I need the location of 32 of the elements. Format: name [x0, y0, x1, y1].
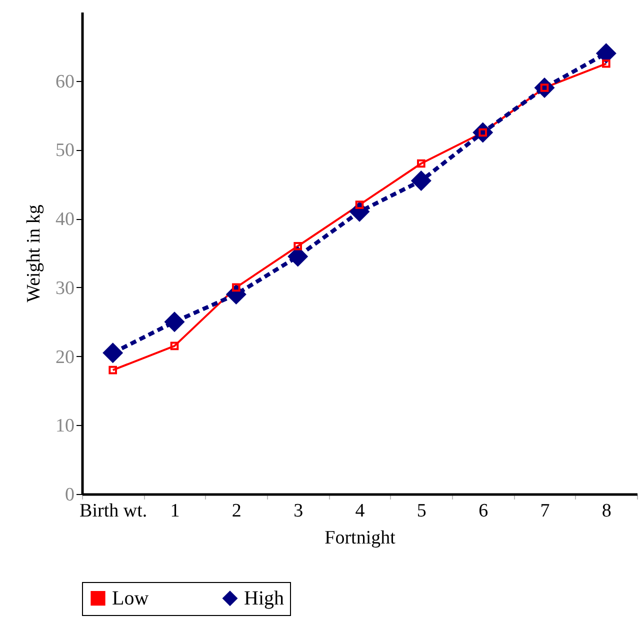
y-axis-title: Weight in kg	[24, 204, 44, 302]
point	[294, 242, 302, 250]
x-tick-label: 2	[232, 500, 242, 522]
x-tick-label: 3	[294, 500, 304, 522]
point	[410, 170, 432, 191]
x-tick-label: 5	[416, 500, 426, 522]
point	[355, 200, 364, 209]
y-tick-label: 60	[56, 71, 74, 92]
point	[108, 366, 117, 374]
x-tick-label: 8	[602, 500, 612, 522]
x-tick-label: 4	[355, 500, 366, 522]
y-tick-label: 40	[56, 209, 74, 230]
y-tick-label: 30	[56, 278, 74, 299]
legend-label: High	[244, 587, 284, 610]
x-tick-label: 7	[540, 500, 550, 522]
y-tick-label: 10	[56, 416, 74, 437]
point	[596, 43, 616, 64]
point	[232, 283, 240, 292]
x-tick-label: Birth wt.	[80, 500, 148, 522]
x-tick-label: 6	[478, 500, 488, 522]
legend-label: Low	[112, 587, 150, 610]
x-tick-label: 1	[170, 500, 180, 522]
point	[417, 159, 426, 168]
point	[170, 342, 179, 350]
point	[164, 312, 185, 332]
point	[102, 342, 124, 364]
y-tick-label: 20	[56, 346, 74, 368]
point	[602, 59, 610, 68]
x-axis-title: Fortnight	[324, 528, 396, 548]
y-tick-label: 50	[56, 140, 74, 162]
y-tick-label: 0	[65, 484, 74, 506]
point	[288, 246, 308, 267]
